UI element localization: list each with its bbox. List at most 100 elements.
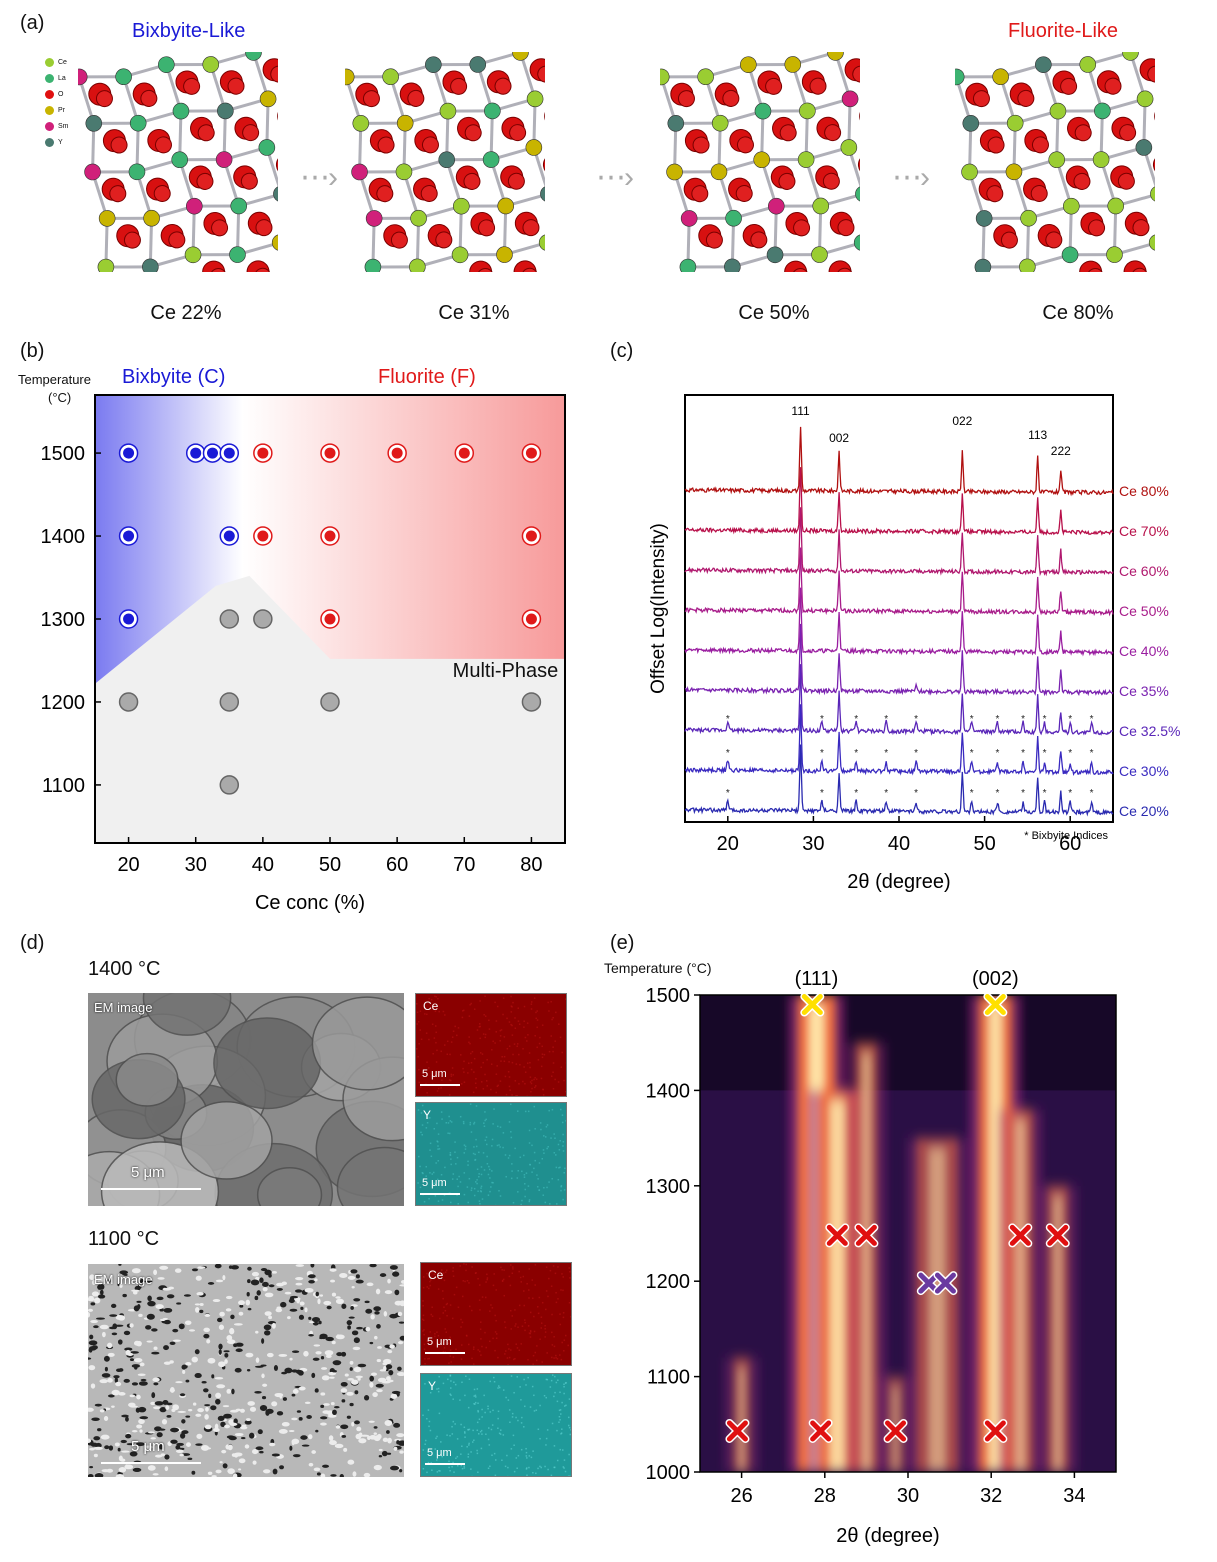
pore (125, 1464, 129, 1469)
pore (392, 1271, 400, 1277)
map-speckle (479, 1430, 482, 1433)
pore (163, 1345, 169, 1351)
map-speckle (526, 1062, 529, 1064)
pore (90, 1302, 96, 1306)
map-speckle (428, 1198, 430, 1200)
pore (355, 1375, 363, 1379)
pore (399, 1335, 404, 1341)
map-speckle (502, 1434, 505, 1436)
oxygen-atom (377, 136, 395, 154)
pore (230, 1314, 235, 1320)
map-speckle (429, 1149, 431, 1151)
pore (95, 1277, 102, 1283)
map-speckle (455, 1348, 457, 1351)
map-speckle (561, 1121, 564, 1124)
map-speckle (449, 1053, 451, 1056)
pore (111, 1405, 115, 1408)
map-speckle (473, 1121, 476, 1124)
pore (153, 1406, 161, 1410)
pore (118, 1467, 127, 1473)
map-speckle (529, 1336, 532, 1338)
map-speckle (517, 1007, 520, 1009)
map-speckle (563, 1079, 565, 1082)
cation-atom (410, 209, 427, 227)
bixbyite-star: * (970, 748, 974, 759)
cation-atom (827, 52, 844, 61)
cation-atom (439, 102, 457, 120)
map-speckle (510, 1375, 513, 1377)
map-speckle (535, 1017, 538, 1020)
map-speckle (509, 1309, 512, 1312)
map-speckle (515, 1095, 517, 1096)
map-speckle (450, 1079, 452, 1082)
map-speckle (428, 1420, 431, 1423)
pore (307, 1274, 316, 1279)
map-speckle (535, 1011, 537, 1014)
map-speckle (510, 1131, 512, 1133)
map-speckle (503, 1269, 505, 1271)
map-speckle (529, 1329, 532, 1332)
pore (319, 1333, 328, 1340)
map-speckle (476, 1388, 479, 1390)
x-tick-label: 70 (453, 854, 475, 876)
oxygen-atom (735, 185, 753, 203)
pore (358, 1438, 367, 1444)
map-speckle (568, 1453, 570, 1456)
oxygen-atom (784, 260, 808, 272)
map-speckle (543, 1152, 545, 1154)
map-speckle (454, 1151, 456, 1153)
pore (175, 1445, 181, 1450)
pore (386, 1452, 392, 1455)
pore (304, 1287, 314, 1293)
pore (204, 1404, 211, 1407)
map-speckle (479, 1284, 481, 1286)
bixbyite-star: * (1068, 788, 1072, 799)
map-speckle (511, 1163, 513, 1165)
map-speckle (436, 1435, 438, 1438)
series-label: Ce 35% (1119, 683, 1169, 699)
map-speckle (441, 1199, 444, 1201)
pore (192, 1402, 197, 1406)
cation-atom (451, 246, 469, 264)
pore (115, 1474, 125, 1477)
pore (102, 1331, 106, 1338)
oxygen-atom (986, 185, 1004, 203)
cation-atom (1006, 114, 1024, 132)
pore (350, 1305, 354, 1310)
map-speckle (484, 1036, 487, 1039)
pore (397, 1311, 403, 1317)
cation-atom (962, 115, 980, 132)
map-speckle (497, 1387, 499, 1389)
pore (163, 1319, 171, 1325)
ce-map-1400-scale: 5 μm (422, 1068, 447, 1080)
map-speckle (513, 1043, 516, 1045)
pore (369, 1375, 375, 1382)
legend-label: Sm (58, 123, 69, 130)
map-speckle (437, 1145, 439, 1147)
pore (346, 1391, 354, 1396)
xrd-trace (684, 704, 1114, 776)
pore (188, 1408, 193, 1412)
pore (247, 1279, 251, 1284)
map-speckle (515, 1343, 517, 1345)
map-speckle (551, 1313, 553, 1316)
cation-atom (202, 56, 220, 73)
map-speckle (553, 1395, 555, 1398)
scale-bar-1100 (101, 1462, 201, 1464)
map-speckle (533, 1410, 536, 1412)
map-speckle (484, 1331, 486, 1334)
map-speckle (452, 1461, 454, 1464)
map-speckle (557, 1178, 560, 1181)
oxygen-atom (837, 219, 855, 237)
oxygen-atom (168, 231, 186, 249)
oxygen-atom (1117, 172, 1135, 190)
map-speckle (461, 1344, 463, 1346)
map-speckle (426, 1417, 428, 1420)
pore (292, 1389, 299, 1394)
pore (226, 1388, 232, 1394)
pore (179, 1453, 184, 1457)
map-speckle (481, 1408, 483, 1411)
map-speckle (520, 1343, 522, 1345)
pore (139, 1416, 149, 1420)
pore (169, 1341, 176, 1345)
